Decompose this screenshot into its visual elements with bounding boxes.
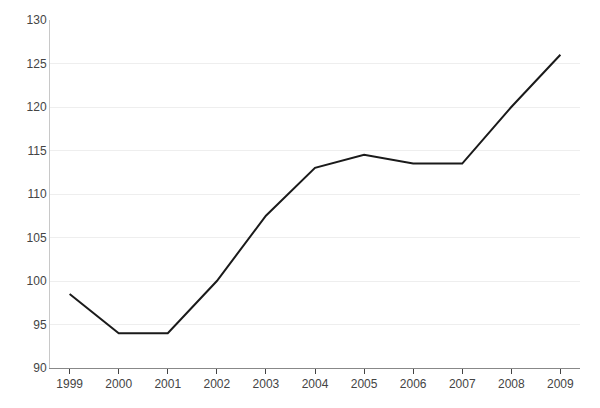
- svg-text:1999: 1999: [56, 377, 83, 391]
- svg-text:95: 95: [33, 318, 47, 332]
- svg-text:2002: 2002: [203, 377, 230, 391]
- svg-text:2005: 2005: [351, 377, 378, 391]
- svg-text:105: 105: [27, 231, 47, 245]
- svg-text:2008: 2008: [498, 377, 525, 391]
- svg-text:2001: 2001: [154, 377, 181, 391]
- svg-text:2003: 2003: [253, 377, 280, 391]
- svg-text:90: 90: [33, 361, 47, 375]
- svg-text:125: 125: [27, 57, 47, 71]
- svg-text:2007: 2007: [449, 377, 476, 391]
- svg-text:2000: 2000: [105, 377, 132, 391]
- svg-text:2004: 2004: [302, 377, 329, 391]
- svg-text:2009: 2009: [547, 377, 574, 391]
- svg-text:2006: 2006: [400, 377, 427, 391]
- svg-text:100: 100: [27, 274, 47, 288]
- svg-text:120: 120: [27, 100, 47, 114]
- svg-text:115: 115: [27, 144, 46, 158]
- svg-text:110: 110: [27, 187, 46, 201]
- svg-text:130: 130: [27, 13, 47, 27]
